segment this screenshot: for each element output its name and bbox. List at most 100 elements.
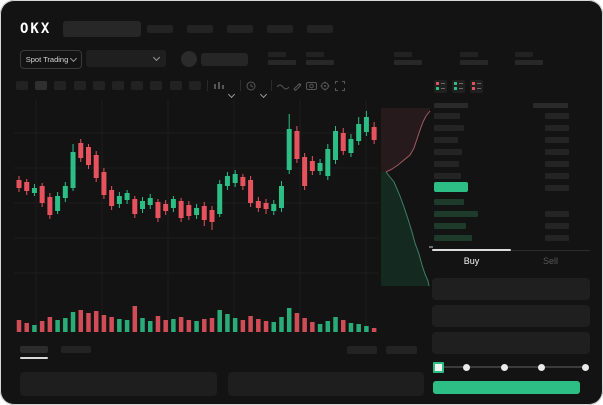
timeframe-button[interactable] xyxy=(73,81,86,90)
orderbook-row-amount[interactable] xyxy=(545,125,569,131)
slider-step-dot[interactable] xyxy=(581,364,589,371)
volume-bar xyxy=(24,323,29,332)
orderbook-row-amount[interactable] xyxy=(545,137,569,143)
slider-step-dot[interactable] xyxy=(500,364,508,371)
orderbook-row-amount[interactable] xyxy=(545,149,569,155)
nav-item[interactable] xyxy=(307,25,333,33)
timeframe-button[interactable] xyxy=(150,81,163,90)
volume-bar xyxy=(202,319,207,332)
volume-bar xyxy=(248,316,253,332)
search-input[interactable] xyxy=(63,21,141,37)
bottom-panel xyxy=(20,372,217,396)
volume-bar xyxy=(225,314,230,332)
order-input-field[interactable] xyxy=(432,305,590,327)
amount-slider-track[interactable] xyxy=(438,366,585,368)
okx-logo[interactable]: OKX xyxy=(20,21,52,37)
ask-row-price[interactable] xyxy=(434,137,458,143)
chevron-down-icon[interactable] xyxy=(227,84,240,99)
slider-step-dot[interactable] xyxy=(462,364,470,371)
bid-row-price[interactable] xyxy=(434,199,464,205)
volume-bar xyxy=(348,323,354,332)
camera-icon[interactable] xyxy=(306,81,317,92)
volume-bar xyxy=(178,317,184,332)
orderbook-view-asks-icon[interactable] xyxy=(470,80,483,93)
bid-row-price[interactable] xyxy=(434,235,472,241)
tab-sell[interactable]: Sell xyxy=(542,256,558,266)
nav-item[interactable] xyxy=(187,25,213,33)
volume-bar xyxy=(263,321,269,332)
volume-bar xyxy=(140,318,145,332)
orderbook-row-amount[interactable] xyxy=(545,223,569,229)
timeframe-button[interactable] xyxy=(35,81,48,90)
bottom-tab[interactable] xyxy=(61,346,91,353)
header-action-button[interactable] xyxy=(201,53,248,66)
ask-row-price[interactable] xyxy=(434,173,461,179)
submit-buy-button[interactable] xyxy=(433,381,580,394)
volume-bar xyxy=(209,318,215,332)
orderbook-row-amount[interactable] xyxy=(545,113,569,119)
pair-selector-dropdown[interactable] xyxy=(86,50,166,67)
last-price-badge[interactable] xyxy=(434,182,468,192)
orderbook-view-combined-icon[interactable] xyxy=(434,80,447,93)
timeframe-button[interactable] xyxy=(54,81,67,90)
candlestick-chart[interactable] xyxy=(14,96,430,346)
candle-body xyxy=(217,184,223,214)
bottom-action-bar[interactable] xyxy=(386,346,417,354)
timeframe-button[interactable] xyxy=(131,81,144,90)
timeframe-button[interactable] xyxy=(188,81,201,90)
orderbook-row-amount[interactable] xyxy=(545,161,569,167)
timeframe-button[interactable] xyxy=(169,81,182,90)
settings-gear-icon[interactable] xyxy=(320,81,331,92)
bottom-action-bar[interactable] xyxy=(347,346,377,354)
slider-step-dot[interactable] xyxy=(537,364,545,371)
indicator-clock-icon[interactable] xyxy=(246,81,257,92)
volume-bar xyxy=(194,321,199,332)
volume-bar xyxy=(32,325,37,332)
candle-body xyxy=(278,186,284,208)
ask-row-price[interactable] xyxy=(434,161,459,167)
bid-row-price[interactable] xyxy=(434,223,466,229)
market-type-selector[interactable]: Spot Trading xyxy=(20,50,82,69)
stat-block xyxy=(394,52,424,66)
stat-block xyxy=(306,52,336,66)
tabs-divider xyxy=(432,250,590,251)
volume-bar xyxy=(39,321,45,332)
draw-pencil-icon[interactable] xyxy=(292,81,303,92)
bottom-tab-active[interactable] xyxy=(20,346,48,353)
candle-body xyxy=(240,177,246,186)
volume-bar xyxy=(364,326,369,332)
timeframe-button[interactable] xyxy=(112,81,124,90)
ask-row-price[interactable] xyxy=(434,113,460,119)
ask-row-price[interactable] xyxy=(434,125,464,131)
volume-bar xyxy=(256,319,261,332)
depth-bids-line xyxy=(385,171,430,287)
fullscreen-icon[interactable] xyxy=(335,81,346,92)
nav-item[interactable] xyxy=(227,25,253,33)
volume-bar xyxy=(310,322,315,332)
orderbook-row-amount[interactable] xyxy=(545,211,569,217)
volume-bar xyxy=(217,310,222,332)
avatar[interactable] xyxy=(181,51,197,67)
bid-row-price[interactable] xyxy=(434,211,478,217)
timeframe-button[interactable] xyxy=(16,81,28,90)
order-input-field[interactable] xyxy=(432,332,590,354)
order-input-field[interactable] xyxy=(432,278,590,300)
timeframe-button[interactable] xyxy=(92,81,105,90)
candle-body xyxy=(155,202,161,218)
candle-body xyxy=(294,131,300,159)
bottom-panel xyxy=(228,372,424,396)
orderbook-row-amount[interactable] xyxy=(545,185,569,191)
line-wave-icon[interactable] xyxy=(277,83,289,94)
ask-row-price[interactable] xyxy=(434,149,462,155)
amount-slider-handle[interactable] xyxy=(433,362,444,373)
candle-body xyxy=(209,210,215,222)
tab-buy[interactable]: Buy xyxy=(463,256,480,266)
depth-chart[interactable] xyxy=(381,106,433,288)
interval-candles-icon[interactable] xyxy=(213,82,224,93)
orderbook-view-bids-icon[interactable] xyxy=(452,80,465,93)
nav-item[interactable] xyxy=(147,25,173,33)
orderbook-row-amount[interactable] xyxy=(545,173,569,179)
nav-item[interactable] xyxy=(267,25,293,33)
toolbar-divider xyxy=(271,80,272,91)
orderbook-row-amount[interactable] xyxy=(545,235,569,241)
